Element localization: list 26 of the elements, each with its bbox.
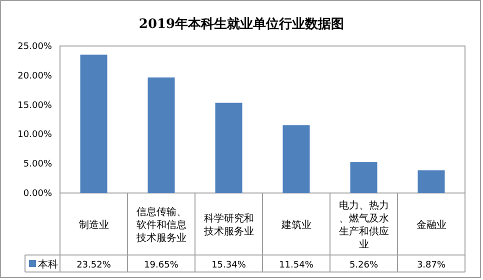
data-label: 19.65% — [144, 260, 179, 270]
x-tick-label: 制造业 — [78, 219, 109, 231]
y-tick-label: 10.00% — [18, 130, 52, 140]
y-tick-label: 20.00% — [18, 71, 52, 82]
x-tick-label: 建筑业 — [280, 219, 312, 231]
chart-title: 2019年本科生就业单位行业数据图 — [138, 16, 344, 32]
legend-label: 本科 — [38, 258, 58, 270]
bar — [80, 54, 108, 193]
bar — [350, 162, 378, 193]
bar — [215, 102, 242, 193]
bar — [418, 170, 445, 193]
bar — [148, 77, 175, 193]
y-tick-label: 0.00% — [23, 189, 52, 199]
x-tick-label: 信息传输、软件和信息技术服务业 — [135, 206, 186, 244]
data-label: 11.54% — [279, 260, 314, 270]
y-tick-label: 15.00% — [18, 100, 52, 111]
data-label: 23.52% — [76, 260, 112, 270]
data-label: 3.87% — [416, 260, 446, 270]
x-tick-label: 金融业 — [416, 219, 446, 231]
data-label: 5.26% — [349, 260, 378, 270]
y-tick-label: 25.00% — [18, 42, 52, 52]
x-tick-label: 科学研究和技术服务业 — [202, 212, 254, 238]
y-tick-label: 5.00% — [23, 160, 52, 170]
data-label: 15.34% — [212, 260, 246, 270]
bar — [282, 125, 310, 193]
x-tick-label: 电力、热力、燃气及水生产和供应业 — [338, 200, 389, 250]
